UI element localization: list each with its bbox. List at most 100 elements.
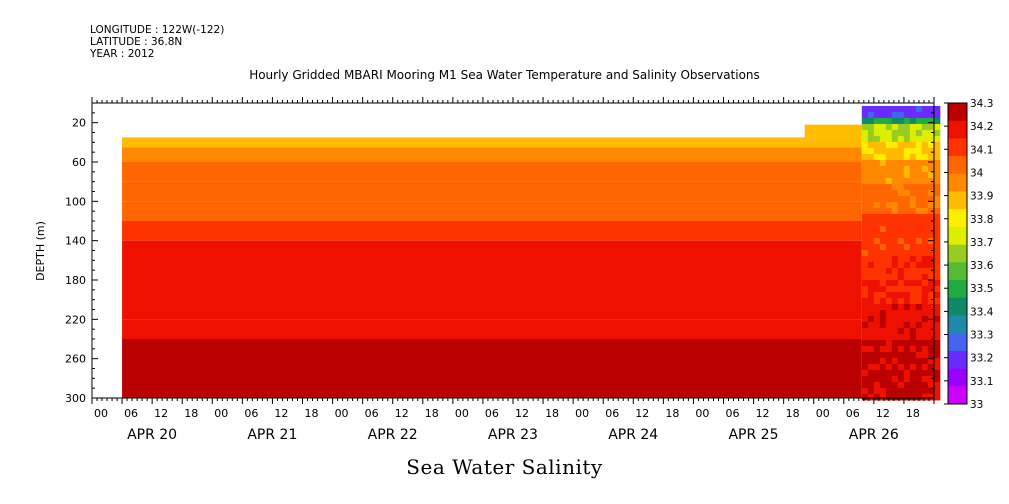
- colorbar-label: 33.5: [970, 283, 993, 295]
- late-field-cell: [891, 363, 899, 371]
- late-field-cell: [927, 213, 935, 221]
- late-field-cell: [933, 165, 941, 173]
- late-field-cell: [873, 303, 881, 311]
- late-field-cell: [885, 141, 893, 149]
- depth-band: [122, 162, 862, 182]
- late-field-cell: [861, 255, 869, 263]
- late-field-cell: [879, 231, 887, 239]
- late-field-cell: [885, 333, 893, 341]
- late-field-cell: [921, 147, 929, 155]
- late-field-cell: [921, 207, 929, 215]
- x-hour-label: 18: [665, 407, 679, 420]
- late-field-cell: [927, 369, 935, 377]
- late-field-cell: [903, 351, 911, 359]
- colorbar-label: 33.7: [970, 237, 993, 249]
- late-field-cell: [909, 261, 917, 269]
- late-field-cell: [885, 147, 893, 155]
- late-field-cell: [873, 345, 881, 353]
- late-field-cell: [897, 153, 905, 161]
- late-field-cell: [921, 243, 929, 251]
- colorbar-label: 33.4: [970, 306, 994, 318]
- late-field-cell: [909, 213, 917, 221]
- late-field-cell: [861, 135, 869, 143]
- x-day-label: APR 20: [127, 427, 177, 443]
- late-field-cell: [867, 237, 875, 245]
- late-field-cell: [885, 165, 893, 173]
- late-field-cell: [903, 255, 911, 263]
- late-field-cell: [879, 261, 887, 269]
- late-field-cell: [915, 189, 923, 197]
- late-field-cell: [927, 147, 935, 155]
- late-field-cell: [897, 309, 905, 317]
- late-field-cell: [897, 129, 905, 137]
- late-field-cell: [867, 195, 875, 203]
- late-field-cell: [885, 279, 893, 287]
- late-field-cell: [891, 315, 899, 323]
- late-field-cell: [897, 315, 905, 323]
- late-field-cell: [885, 309, 893, 317]
- late-field-cell: [927, 165, 935, 173]
- late-field-cell: [861, 117, 869, 125]
- late-field-cell: [891, 105, 899, 113]
- late-field-cell: [861, 111, 869, 119]
- late-field-cell: [921, 165, 929, 173]
- late-field-cell: [903, 381, 911, 389]
- late-field-cell: [885, 201, 893, 209]
- late-field-cell: [891, 393, 899, 401]
- late-field-cell: [903, 285, 911, 293]
- late-field-cell: [867, 393, 875, 401]
- late-field-cell: [909, 183, 917, 191]
- late-period-field: [861, 105, 941, 401]
- colorbar-swatch: [948, 226, 967, 245]
- late-field-cell: [897, 255, 905, 263]
- late-field-cell: [927, 309, 935, 317]
- late-field-cell: [873, 189, 881, 197]
- late-field-cell: [897, 135, 905, 143]
- late-field-cell: [879, 267, 887, 275]
- chart-title: Hourly Gridded MBARI Mooring M1 Sea Wate…: [249, 68, 760, 82]
- late-field-cell: [861, 309, 869, 317]
- late-field-cell: [921, 339, 929, 347]
- late-field-cell: [879, 297, 887, 305]
- late-field-cell: [909, 357, 917, 365]
- y-tick-label: 60: [72, 156, 86, 169]
- x-axis: 00 06 12 18 00 06 12 18 00 06 12 18 00 06 12 18 00 06 12 18…: [91, 97, 935, 443]
- colorbar-label: 34: [970, 167, 984, 179]
- late-field-cell: [909, 297, 917, 305]
- late-field-cell: [885, 273, 893, 281]
- late-field-cell: [927, 303, 935, 311]
- late-field-cell: [867, 183, 875, 191]
- late-field-cell: [933, 171, 941, 179]
- late-field-cell: [885, 357, 893, 365]
- x-hour-label: 18: [425, 407, 439, 420]
- late-field-cell: [861, 225, 869, 233]
- late-field-cell: [933, 375, 941, 383]
- late-field-cell: [921, 261, 929, 269]
- late-field-cell: [861, 249, 869, 257]
- late-field-cell: [891, 195, 899, 203]
- late-field-cell: [891, 189, 899, 197]
- late-field-cell: [861, 333, 869, 341]
- late-field-cell: [933, 117, 941, 125]
- late-field-cell: [915, 195, 923, 203]
- late-field-cell: [867, 345, 875, 353]
- late-field-cell: [891, 237, 899, 245]
- late-field-cell: [873, 339, 881, 347]
- late-field-cell: [879, 339, 887, 347]
- late-field-cell: [915, 243, 923, 251]
- late-field-cell: [915, 183, 923, 191]
- late-field-cell: [933, 255, 941, 263]
- late-field-cell: [933, 219, 941, 227]
- late-field-cell: [933, 105, 941, 113]
- late-field-cell: [921, 183, 929, 191]
- late-field-cell: [885, 237, 893, 245]
- late-field-cell: [921, 375, 929, 383]
- late-field-cell: [915, 159, 923, 167]
- late-field-cell: [903, 321, 911, 329]
- late-field-cell: [927, 105, 935, 113]
- late-field-cell: [903, 375, 911, 383]
- late-field-cell: [879, 393, 887, 401]
- late-field-cell: [927, 327, 935, 335]
- late-field-cell: [921, 345, 929, 353]
- late-field-cell: [867, 225, 875, 233]
